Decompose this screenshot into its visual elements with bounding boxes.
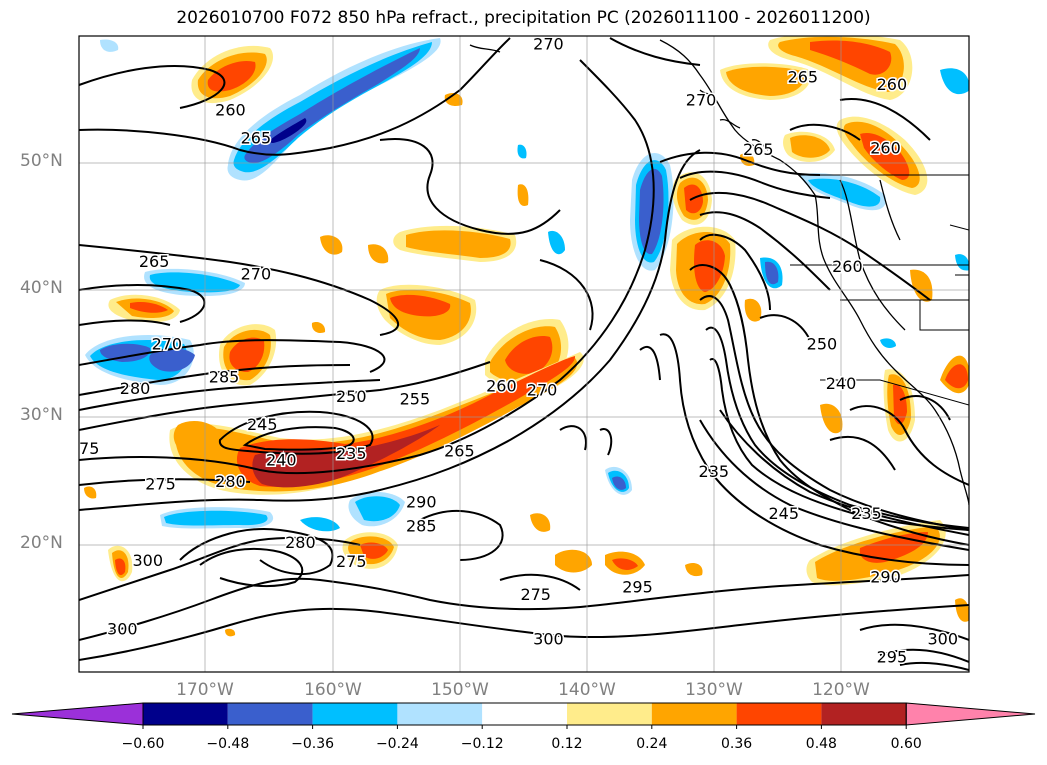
contour-label: 265 (788, 68, 819, 87)
map-frame (78, 35, 970, 673)
contour-label: 275 (145, 475, 176, 494)
contour-label: 300 (533, 630, 564, 649)
lon-label-130w: 130°W (685, 680, 743, 700)
contour-label: 255 (400, 389, 431, 408)
colorbar-tick-label: −0.60 (121, 736, 165, 752)
contour-label: 295 (877, 648, 908, 667)
lat-label-40n: 40°N (20, 278, 63, 298)
contour-label: 300 (927, 630, 958, 649)
refractivity-contours (79, 37, 969, 671)
contour-label: 245 (247, 415, 278, 434)
contour-label: 270 (241, 265, 272, 284)
contour-label: 280 (215, 472, 246, 491)
coastline (469, 39, 969, 506)
lon-label-140w: 140°W (558, 680, 616, 700)
contour-label: 235 (851, 504, 882, 523)
lat-label-30n: 30°N (20, 405, 63, 425)
contour-label: 260 (486, 377, 517, 396)
lon-label-170w: 170°W (176, 680, 234, 700)
colorbar-tick-label: −0.36 (291, 736, 335, 752)
colorbar-tick-label: 0.60 (890, 736, 922, 752)
lon-label-160w: 160°W (304, 680, 362, 700)
contour-label: 270 (527, 380, 558, 399)
contour-label: 270 (152, 335, 183, 354)
graticule (79, 36, 969, 672)
contour-label: 285 (406, 517, 437, 536)
contour-label: 290 (870, 567, 901, 586)
colorbar-tick-label: 0.36 (721, 736, 753, 752)
contour-label: 280 (285, 533, 316, 552)
contour-label: 275 (69, 439, 100, 458)
contour-label: 300 (107, 620, 138, 639)
contour-label: 290 (406, 492, 437, 511)
lon-label-150w: 150°W (431, 680, 489, 700)
contour-label: 240 (826, 374, 857, 393)
contour-label: 235 (699, 462, 730, 481)
contour-label: 275 (520, 585, 551, 604)
contour-labels: 270 260 265 270 265 260 260 265 265 270 260 270 285 2… (69, 34, 960, 668)
contour-label: 260 (877, 75, 908, 94)
contour-label: 280 (120, 379, 151, 398)
colorbar-tick-label: 0.24 (636, 736, 668, 752)
contour-label: 245 (768, 504, 799, 523)
contour-label: 275 (336, 552, 367, 571)
colorbar-tick-label: −0.48 (206, 736, 250, 752)
political-borders (790, 174, 969, 406)
contour-label: 270 (533, 34, 564, 53)
contour-label: 260 (215, 101, 246, 120)
contour-label: 300 (132, 551, 163, 570)
lat-label-50n: 50°N (20, 151, 63, 171)
colorbar-tick-label: −0.12 (460, 736, 504, 752)
figure-title: 2026010700 F072 850 hPa refract., precip… (176, 8, 871, 28)
contour-label: 260 (832, 257, 863, 276)
contour-label: 250 (807, 335, 838, 354)
contour-label: 265 (743, 140, 774, 159)
contour-label: 285 (209, 368, 240, 387)
colorbar-tick-label: −0.24 (375, 736, 419, 752)
contour-label: 260 (870, 139, 901, 158)
colorbar-tick-label: 0.48 (805, 736, 837, 752)
contour-label: 265 (241, 129, 272, 148)
contour-label: 270 (686, 90, 717, 109)
contour-label: 265 (444, 441, 475, 460)
contour-label: 265 (139, 252, 170, 271)
contour-label: 295 (622, 578, 653, 597)
contour-label: 240 (266, 450, 297, 469)
contour-label: 250 (336, 387, 367, 406)
colorbar-tick-label: 0.12 (551, 736, 583, 752)
lat-label-20n: 20°N (20, 533, 63, 553)
lon-label-120w: 120°W (812, 680, 870, 700)
contour-label: 235 (336, 444, 367, 463)
